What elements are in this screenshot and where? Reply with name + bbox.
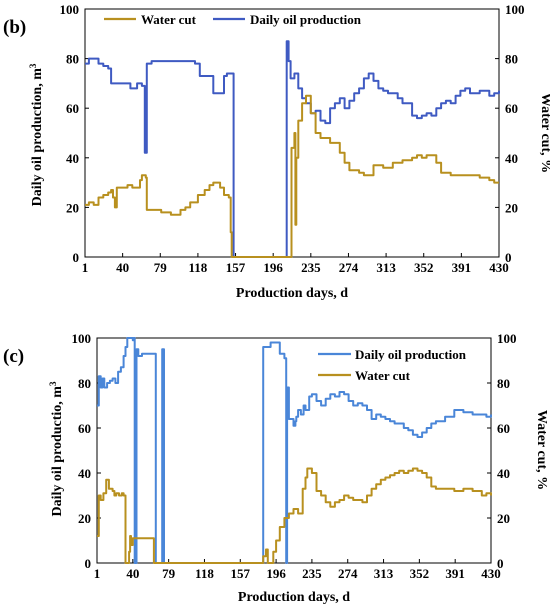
y-left-tick-label: 80 <box>66 52 79 67</box>
panel-b-y-ticks-right: 0 20 40 60 80 100 <box>495 2 525 265</box>
panel-c-y-ticks-right: 0 20 40 60 80 100 <box>487 331 517 571</box>
panel-b-legend-water-label: Water cut <box>141 12 197 27</box>
panel-c-y-axis-right-label: Water cut, % <box>534 410 549 490</box>
x-tick-label: 430 <box>481 566 501 581</box>
y-left-tick-label: 100 <box>72 331 92 346</box>
y-left-tick-label: 0 <box>85 556 92 571</box>
x-tick-label: 391 <box>452 260 472 275</box>
panel-b-legend: Water cut Daily oil production <box>104 12 362 27</box>
y-left-tick-label: 100 <box>60 2 80 17</box>
panel-c-legend-oil-label: Daily oil production <box>355 347 467 362</box>
y-left-tick-label: 20 <box>78 511 91 526</box>
x-tick-label: 352 <box>414 260 434 275</box>
x-tick-label: 274 <box>339 260 359 275</box>
y-right-tick-label: 0 <box>497 556 504 571</box>
panel-b-y-ticks-left: 0 20 40 60 80 100 <box>60 2 89 265</box>
y-right-tick-label: 0 <box>505 250 512 265</box>
panel-b-series <box>85 40 500 258</box>
y-left-tick-label: 40 <box>78 466 91 481</box>
panel-c-legend-water-label: Water cut <box>355 368 411 383</box>
water-cut-line <box>97 467 492 564</box>
y-right-tick-label: 40 <box>505 151 518 166</box>
x-tick-label: 40 <box>126 566 139 581</box>
x-tick-label: 118 <box>189 260 208 275</box>
panel-c-series <box>97 337 492 564</box>
y-right-tick-label: 80 <box>505 52 518 67</box>
x-tick-label: 157 <box>226 260 246 275</box>
panel-c-x-axis-label: Production days, d <box>238 590 350 605</box>
x-tick-label: 235 <box>302 566 322 581</box>
panel-c-y-axis-left-label: Daily oil productio, m3 <box>48 381 65 516</box>
y-left-tick-label: 0 <box>73 250 80 265</box>
panel-c-x-ticks: 1 40 79 118 157 196 235 274 313 352 391 430 <box>94 559 501 581</box>
x-tick-label: 352 <box>410 566 430 581</box>
x-tick-label: 79 <box>162 566 176 581</box>
y-left-tick-label: 60 <box>78 421 91 436</box>
x-tick-label: 235 <box>301 260 321 275</box>
panel-c-chart: (c) Daily oil production Water cut 1 40 79… <box>3 331 549 605</box>
panel-c-label: (c) <box>3 346 24 367</box>
x-tick-label: 118 <box>195 566 214 581</box>
panel-b-y-axis-right-label: Water cut, % <box>538 93 550 173</box>
panel-b-label: (b) <box>3 17 26 38</box>
x-tick-label: 313 <box>376 260 396 275</box>
panel-b-x-ticks: 1 40 79 118 157 196 235 274 313 352 391 430 <box>82 253 509 275</box>
y-right-tick-label: 80 <box>497 376 510 391</box>
panel-b-x-axis-label: Production days, d <box>236 286 348 301</box>
x-tick-label: 274 <box>338 566 358 581</box>
water-cut-line <box>85 94 499 258</box>
panel-c-legend: Daily oil production Water cut <box>318 347 467 383</box>
panel-c-y-axis-left-text: Daily oil productio, m <box>50 386 65 517</box>
panel-c-plot-frame <box>96 337 492 564</box>
x-tick-label: 196 <box>266 566 286 581</box>
x-tick-label: 79 <box>154 260 168 275</box>
x-tick-label: 391 <box>445 566 465 581</box>
y-left-tick-label: 40 <box>66 151 79 166</box>
panel-b-y-axis-left-label: Daily oil production, m3 <box>28 63 45 206</box>
x-tick-label: 1 <box>94 566 101 581</box>
y-right-tick-label: 60 <box>505 101 518 116</box>
y-right-tick-label: 40 <box>497 466 510 481</box>
daily-oil-production-line <box>97 337 492 564</box>
y-left-tick-label: 80 <box>78 376 91 391</box>
x-tick-label: 40 <box>116 260 129 275</box>
panel-b-y-axis-left-sup: 3 <box>28 63 38 68</box>
y-right-tick-label: 60 <box>497 421 510 436</box>
panel-c-y-axis-left-sup: 3 <box>48 381 58 386</box>
panel-c-y-ticks-left: 0 20 40 60 80 100 <box>72 331 101 571</box>
y-right-tick-label: 20 <box>497 511 510 526</box>
panel-b-chart: (b) Water cut Daily oil production 1 40 79… <box>3 2 550 301</box>
x-tick-label: 313 <box>374 566 394 581</box>
y-right-tick-label: 100 <box>497 331 517 346</box>
panel-b-legend-oil-label: Daily oil production <box>250 12 362 27</box>
y-right-tick-label: 100 <box>505 2 525 17</box>
y-left-tick-label: 60 <box>66 101 79 116</box>
panel-b-y-axis-left-text: Daily oil production, m <box>30 68 45 207</box>
x-tick-label: 1 <box>82 260 89 275</box>
y-left-tick-label: 20 <box>66 200 79 215</box>
y-right-tick-label: 20 <box>505 200 518 215</box>
x-tick-label: 430 <box>489 260 509 275</box>
x-tick-label: 196 <box>263 260 283 275</box>
x-tick-label: 157 <box>231 566 251 581</box>
